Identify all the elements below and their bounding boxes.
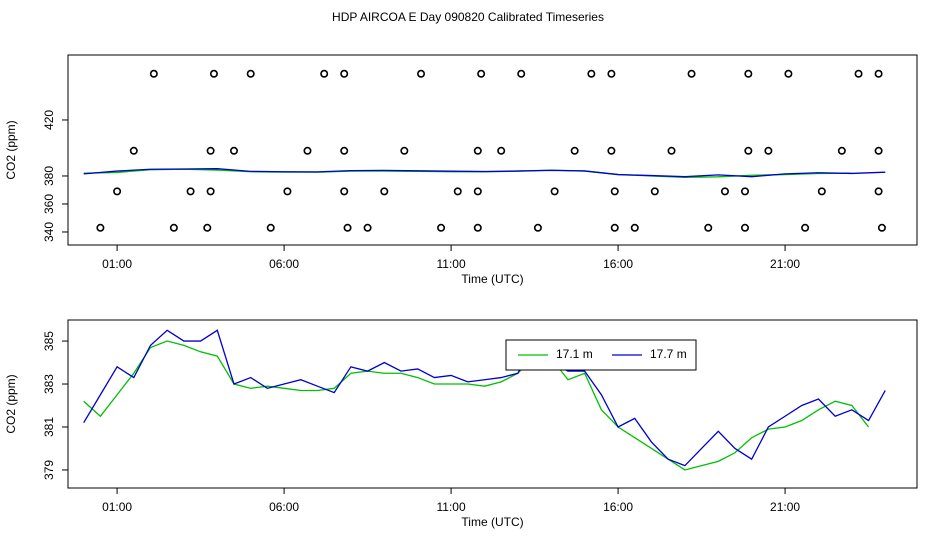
marker [303, 146, 312, 155]
chart-title: HDP AIRCOA E Day 090820 Calibrated Times… [332, 10, 604, 24]
marker [206, 146, 215, 155]
x-tick-label: 11:00 [437, 500, 466, 514]
marker [229, 146, 238, 155]
marker [129, 146, 138, 155]
y-tick-label: 360 [42, 194, 56, 214]
marker [610, 187, 619, 196]
marker [340, 187, 349, 196]
marker [203, 223, 212, 232]
x-tick-label: 11:00 [437, 257, 466, 271]
x-axis-label: Time (UTC) [461, 515, 523, 529]
y-tick-label: 383 [42, 374, 56, 394]
marker [570, 146, 579, 155]
marker [704, 223, 713, 232]
marker [96, 223, 105, 232]
marker [266, 223, 275, 232]
x-tick-label: 21:00 [770, 500, 800, 514]
marker [113, 187, 122, 196]
y-tick-label: 380 [42, 166, 56, 186]
marker [380, 187, 389, 196]
x-tick-label: 16:00 [603, 257, 633, 271]
marker [764, 146, 773, 155]
marker [533, 223, 542, 232]
series-line [83, 168, 886, 178]
y-tick-label: 381 [42, 417, 56, 437]
marker [667, 146, 676, 155]
marker [320, 69, 329, 78]
marker [477, 69, 486, 78]
legend-label: 17.1 m [556, 347, 593, 361]
marker [400, 146, 409, 155]
marker [837, 146, 846, 155]
marker [517, 69, 526, 78]
marker [744, 69, 753, 78]
marker [497, 146, 506, 155]
marker [607, 69, 616, 78]
y-tick-label: 379 [42, 460, 56, 480]
marker [437, 223, 446, 232]
marker [340, 69, 349, 78]
y-axis-label: CO2 (ppm) [4, 120, 18, 179]
x-axis-label: Time (UTC) [461, 272, 523, 286]
y-tick-label: 420 [42, 110, 56, 130]
marker [473, 187, 482, 196]
marker [340, 146, 349, 155]
marker [650, 187, 659, 196]
marker [587, 69, 596, 78]
marker [206, 187, 215, 196]
marker [874, 187, 883, 196]
marker [874, 146, 883, 155]
y-axis-label: CO2 (ppm) [4, 374, 18, 433]
marker [744, 146, 753, 155]
marker [817, 187, 826, 196]
y-tick-label: 340 [42, 222, 56, 242]
series-line [83, 329, 886, 467]
marker [630, 223, 639, 232]
marker [801, 223, 810, 232]
marker [417, 69, 426, 78]
marker [363, 223, 372, 232]
plot-frame [67, 319, 918, 489]
x-tick-label: 01:00 [102, 257, 132, 271]
marker [246, 69, 255, 78]
x-tick-label: 06:00 [269, 500, 299, 514]
x-tick-label: 21:00 [770, 257, 800, 271]
marker [453, 187, 462, 196]
marker [784, 69, 793, 78]
marker [473, 146, 482, 155]
x-tick-label: 16:00 [603, 500, 633, 514]
plot-frame [67, 54, 918, 246]
marker [877, 223, 886, 232]
marker [283, 187, 292, 196]
x-tick-label: 06:00 [269, 257, 299, 271]
marker [169, 223, 178, 232]
marker [550, 187, 559, 196]
marker [343, 223, 352, 232]
marker [149, 69, 158, 78]
marker [854, 69, 863, 78]
marker [740, 187, 749, 196]
marker [607, 146, 616, 155]
x-tick-label: 01:00 [102, 500, 132, 514]
marker [740, 223, 749, 232]
marker [687, 69, 696, 78]
series-line [83, 340, 870, 471]
marker [473, 223, 482, 232]
marker [186, 187, 195, 196]
y-tick-label: 385 [42, 331, 56, 351]
marker [720, 187, 729, 196]
marker [209, 69, 218, 78]
marker [610, 223, 619, 232]
marker [874, 69, 883, 78]
legend-label: 17.7 m [650, 347, 687, 361]
